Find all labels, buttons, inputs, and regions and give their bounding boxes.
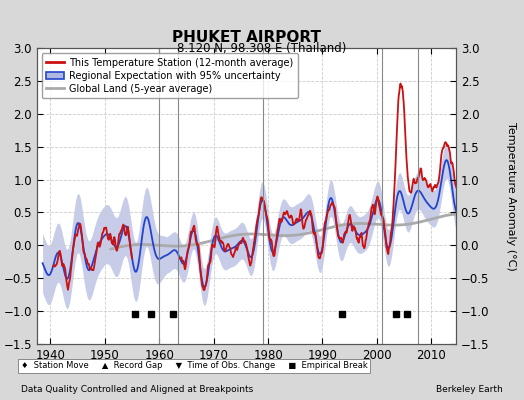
Text: ♦  Station Move     ▲  Record Gap     ▼  Time of Obs. Change     ■  Empirical Br: ♦ Station Move ▲ Record Gap ▼ Time of Ob…	[21, 362, 368, 370]
Text: Berkeley Earth: Berkeley Earth	[436, 385, 503, 394]
Text: Data Quality Controlled and Aligned at Breakpoints: Data Quality Controlled and Aligned at B…	[21, 385, 253, 394]
Legend: This Temperature Station (12-month average), Regional Expectation with 95% uncer: This Temperature Station (12-month avera…	[41, 53, 298, 98]
Title: PHUKET AIRPORT: PHUKET AIRPORT	[172, 30, 321, 46]
Y-axis label: Temperature Anomaly (°C): Temperature Anomaly (°C)	[506, 122, 516, 270]
Text: 8.120 N, 98.308 E (Thailand): 8.120 N, 98.308 E (Thailand)	[177, 42, 347, 55]
